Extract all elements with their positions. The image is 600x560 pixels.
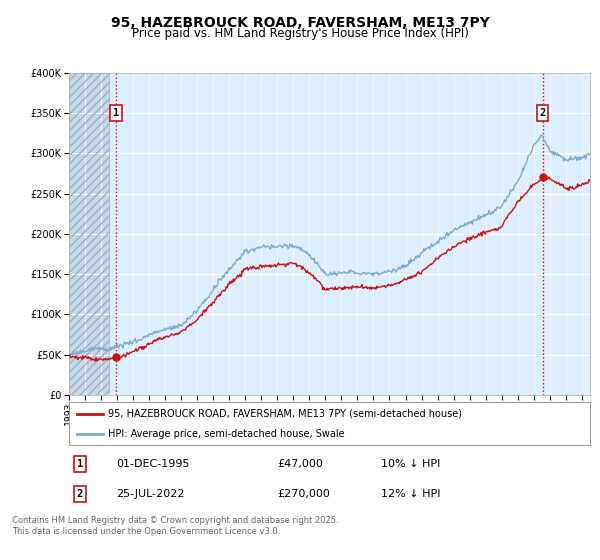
Text: 10% ↓ HPI: 10% ↓ HPI	[382, 459, 441, 469]
Text: Contains HM Land Registry data © Crown copyright and database right 2025.
This d: Contains HM Land Registry data © Crown c…	[12, 516, 338, 536]
Text: £47,000: £47,000	[277, 459, 323, 469]
Text: HPI: Average price, semi-detached house, Swale: HPI: Average price, semi-detached house,…	[108, 428, 344, 438]
Text: 95, HAZEBROUCK ROAD, FAVERSHAM, ME13 7PY: 95, HAZEBROUCK ROAD, FAVERSHAM, ME13 7PY	[110, 16, 490, 30]
Text: 2: 2	[77, 489, 83, 500]
Text: 12% ↓ HPI: 12% ↓ HPI	[382, 489, 441, 500]
Bar	[69, 73, 109, 395]
Bar	[69, 73, 109, 395]
Text: 1: 1	[113, 108, 119, 118]
Text: 25-JUL-2022: 25-JUL-2022	[116, 489, 184, 500]
Text: 2: 2	[539, 108, 546, 118]
Text: 01-DEC-1995: 01-DEC-1995	[116, 459, 190, 469]
Text: 1: 1	[77, 459, 83, 469]
Text: 95, HAZEBROUCK ROAD, FAVERSHAM, ME13 7PY (semi-detached house): 95, HAZEBROUCK ROAD, FAVERSHAM, ME13 7PY…	[108, 409, 462, 419]
Text: £270,000: £270,000	[277, 489, 330, 500]
Text: Price paid vs. HM Land Registry's House Price Index (HPI): Price paid vs. HM Land Registry's House …	[131, 27, 469, 40]
